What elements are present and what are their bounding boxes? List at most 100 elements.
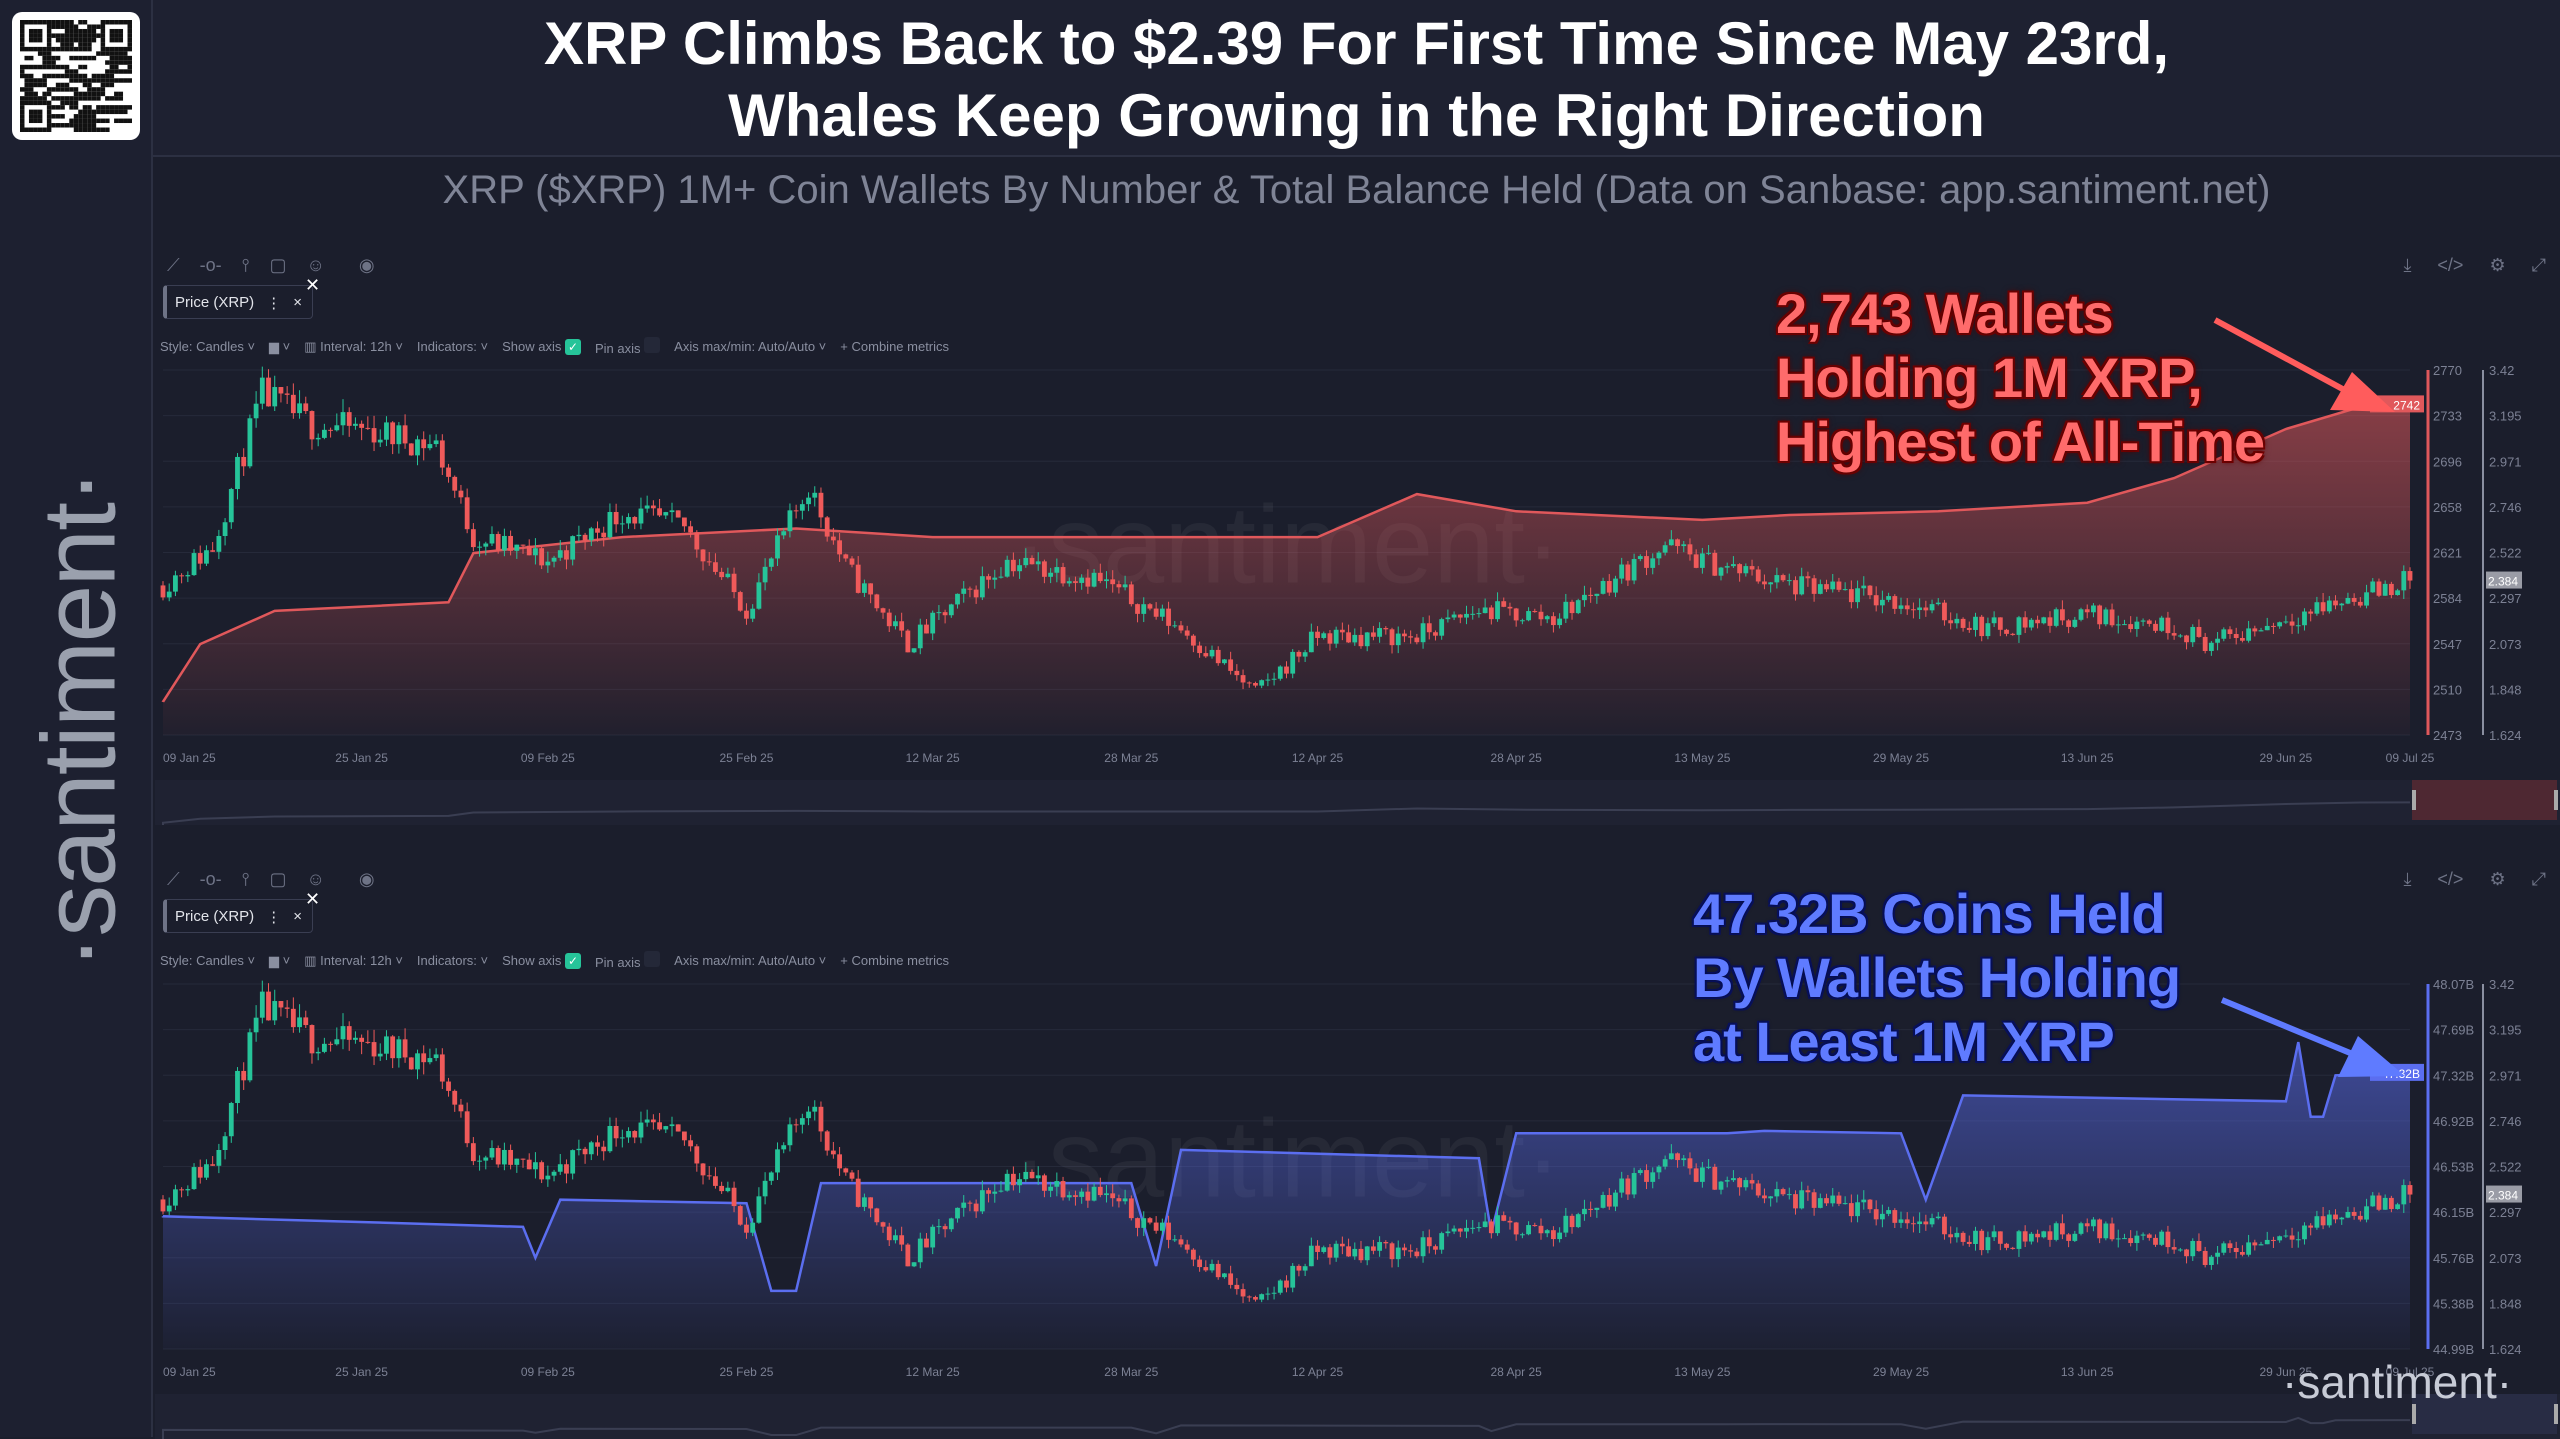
candle bbox=[334, 425, 340, 431]
candle bbox=[899, 621, 905, 631]
candle bbox=[799, 504, 805, 511]
download-icon[interactable]: ⤓ bbox=[2403, 255, 2412, 275]
right-axis-tick: 2.073 bbox=[2489, 1251, 2522, 1266]
candle bbox=[2153, 623, 2158, 631]
candle bbox=[526, 1159, 532, 1170]
combine-metrics-button[interactable]: + Combine metrics bbox=[840, 339, 950, 354]
candle bbox=[886, 612, 892, 627]
candle bbox=[973, 1203, 979, 1212]
show-axis-toggle[interactable]: Show axis ✓ bbox=[502, 338, 581, 355]
metric-chip[interactable]: Price (XRP) ⋮ × bbox=[163, 899, 313, 933]
title-line-1: XRP Climbs Back to $2.39 For First Time … bbox=[543, 10, 2170, 77]
candle bbox=[1644, 556, 1649, 568]
candle bbox=[495, 1148, 501, 1165]
close-icon[interactable]: ✕ bbox=[305, 275, 321, 295]
line-tool-icon[interactable]: ⟋ bbox=[167, 869, 180, 889]
candle bbox=[1042, 561, 1047, 577]
candle bbox=[576, 534, 582, 537]
color-picker[interactable]: ▆ ˅ bbox=[269, 338, 291, 354]
emoji-icon[interactable]: ☺ bbox=[306, 869, 325, 889]
fullscreen-icon[interactable]: ⤢ bbox=[2531, 255, 2546, 275]
candle bbox=[737, 1206, 743, 1225]
indicators-dropdown[interactable]: Indicators: ˅ bbox=[416, 339, 489, 354]
interval-dropdown[interactable]: ▥ Interval: 12h ˅ bbox=[304, 952, 403, 968]
candle bbox=[1284, 1280, 1289, 1288]
candle bbox=[1743, 566, 1749, 574]
indicators-dropdown[interactable]: Indicators: ˅ bbox=[416, 953, 489, 968]
candle bbox=[2041, 617, 2047, 624]
candle bbox=[986, 576, 991, 580]
candle bbox=[2308, 1225, 2314, 1228]
candle bbox=[2376, 581, 2382, 596]
remove-metric-icon[interactable]: × bbox=[293, 294, 302, 311]
candle bbox=[557, 1164, 563, 1172]
emoji-icon[interactable]: ☺ bbox=[306, 255, 325, 275]
candle bbox=[1091, 1186, 1097, 1201]
candle bbox=[166, 1205, 172, 1212]
fullscreen-icon[interactable]: ⤢ bbox=[2531, 869, 2546, 889]
candle bbox=[2221, 629, 2227, 639]
candle bbox=[415, 1053, 420, 1070]
more-options-icon[interactable]: ⋮ bbox=[266, 909, 282, 926]
candle bbox=[1178, 625, 1184, 631]
interval-dropdown[interactable]: ▥ Interval: 12h ˅ bbox=[304, 338, 403, 354]
candle bbox=[1724, 1180, 1730, 1182]
candle bbox=[1402, 1247, 1407, 1251]
line-tool-icon[interactable]: ⟋ bbox=[167, 255, 180, 275]
candle bbox=[1687, 1158, 1693, 1169]
close-icon[interactable]: ✕ bbox=[305, 889, 321, 909]
last-price-badge bbox=[2486, 571, 2522, 589]
candle bbox=[210, 1164, 216, 1166]
color-picker[interactable]: ▆ ˅ bbox=[269, 952, 291, 968]
note-icon[interactable]: ▢ bbox=[269, 869, 287, 889]
candle bbox=[309, 1025, 315, 1054]
candle bbox=[1451, 614, 1457, 618]
candle bbox=[1935, 602, 1941, 605]
candle bbox=[1582, 594, 1587, 601]
candle bbox=[2053, 1223, 2059, 1240]
candle bbox=[2326, 1214, 2332, 1226]
embed-code-icon[interactable]: </> bbox=[2437, 255, 2464, 275]
candle bbox=[371, 428, 377, 443]
candle bbox=[1656, 1166, 1662, 1173]
candle bbox=[253, 1017, 259, 1033]
left-axis-tick: 47.32B bbox=[2433, 1068, 2474, 1083]
show-axis-toggle[interactable]: Show axis ✓ bbox=[502, 952, 581, 969]
candle bbox=[1991, 617, 1997, 624]
combine-metrics-button[interactable]: + Combine metrics bbox=[840, 953, 950, 968]
style-dropdown[interactable]: Style: Candles ˅ bbox=[160, 339, 256, 354]
vertical-line-icon[interactable]: ⫯ bbox=[241, 255, 250, 275]
horizontal-line-icon[interactable]: -o- bbox=[199, 255, 222, 275]
candle bbox=[1420, 623, 1426, 643]
pin-axis-toggle[interactable]: Pin axis bbox=[595, 951, 661, 970]
candle bbox=[2314, 602, 2320, 614]
candle bbox=[893, 1235, 898, 1241]
metric-line bbox=[161, 1041, 2411, 1293]
download-icon[interactable]: ⤓ bbox=[2403, 869, 2412, 889]
candle bbox=[446, 1081, 451, 1091]
settings-gear-icon[interactable]: ⚙ bbox=[2489, 869, 2506, 889]
horizontal-line-icon[interactable]: -o- bbox=[199, 869, 222, 889]
candle bbox=[967, 1202, 973, 1204]
candle bbox=[2302, 611, 2307, 626]
axis-maxmin-dropdown[interactable]: Axis max/min: Auto/Auto ˅ bbox=[674, 953, 827, 968]
embed-code-icon[interactable]: </> bbox=[2437, 869, 2464, 889]
candle bbox=[197, 1167, 203, 1178]
pin-axis-toggle[interactable]: Pin axis bbox=[595, 337, 661, 356]
candle bbox=[2066, 620, 2072, 627]
settings-gear-icon[interactable]: ⚙ bbox=[2489, 255, 2506, 275]
more-options-icon[interactable]: ⋮ bbox=[266, 295, 282, 312]
candle bbox=[1637, 556, 1643, 560]
note-icon[interactable]: ▢ bbox=[269, 255, 287, 275]
candle bbox=[1811, 578, 1817, 594]
remove-metric-icon[interactable]: × bbox=[293, 908, 302, 925]
candle bbox=[1122, 584, 1128, 588]
axis-maxmin-dropdown[interactable]: Axis max/min: Auto/Auto ˅ bbox=[674, 339, 827, 354]
candle bbox=[1699, 1167, 1705, 1182]
eye-icon[interactable]: ◉ bbox=[358, 869, 375, 889]
style-dropdown[interactable]: Style: Candles ˅ bbox=[160, 953, 256, 968]
metric-chip[interactable]: Price (XRP) ⋮ × bbox=[163, 285, 313, 319]
candle bbox=[806, 1111, 811, 1119]
vertical-line-icon[interactable]: ⫯ bbox=[241, 869, 250, 889]
eye-icon[interactable]: ◉ bbox=[358, 255, 375, 275]
